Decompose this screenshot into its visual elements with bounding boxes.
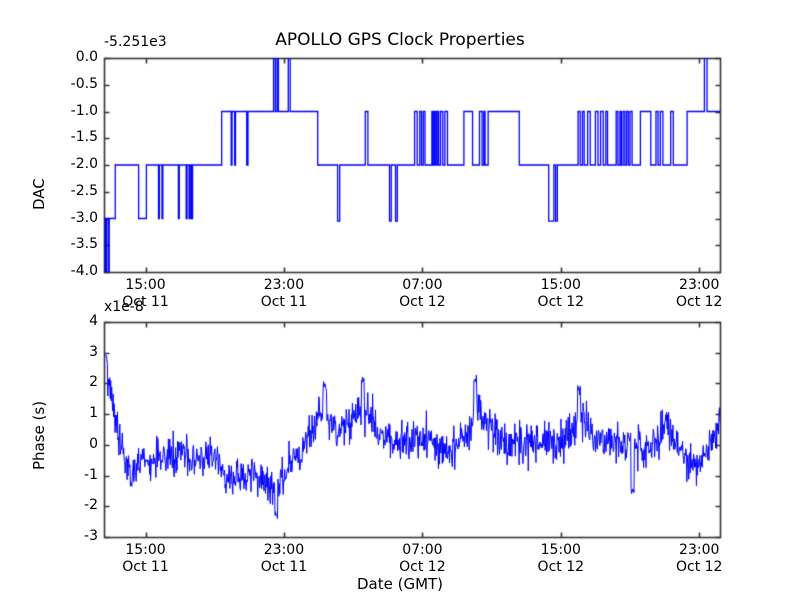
chart-canvas bbox=[0, 0, 800, 600]
figure-container: APOLLO GPS Clock Properties DAC Phase (s… bbox=[0, 0, 800, 600]
